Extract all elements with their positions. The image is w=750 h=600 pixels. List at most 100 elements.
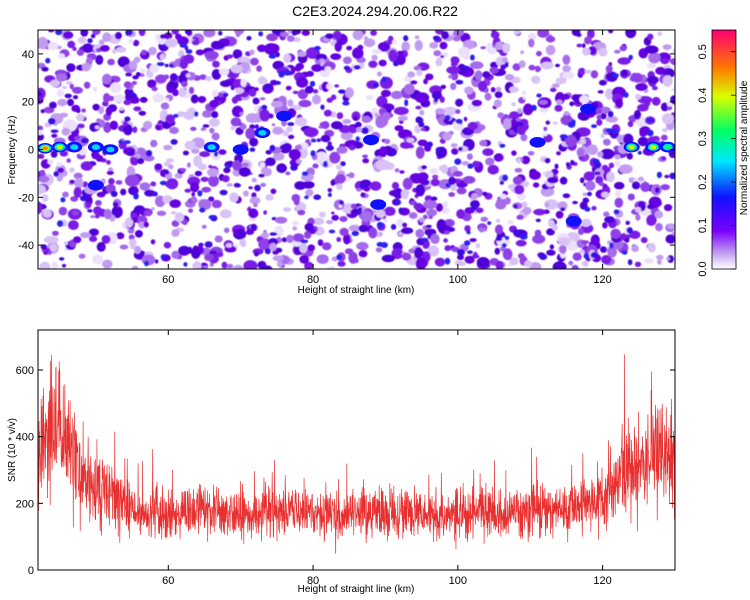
spectrogram-cell [416,69,423,76]
spectrogram-cell [611,128,619,135]
spectrogram-cell [183,54,195,64]
spectrogram-cell [501,243,507,248]
spectrogram-cell [283,69,291,76]
spectrogram-cell [222,175,230,183]
spectrogram-cell [356,188,362,192]
spectrogram-cell [451,148,459,155]
spectrogram-cell [528,38,535,48]
spectrogram-cell [168,164,174,170]
spectrogram-cell [223,167,231,174]
spectrogram-cell [225,164,231,169]
spectrogram-cell [344,87,354,99]
spectrogram-cell [293,37,301,43]
spectrogram-x-tick-label: 60 [162,274,174,286]
spectrogram-cell [363,36,368,41]
spectrogram-cell [471,254,480,259]
spectrogram-peak [56,145,63,150]
spectrogram-cell [467,250,473,254]
spectrogram-cell [225,243,233,248]
spectrogram-cell [171,250,180,259]
spectrogram-cell [518,122,524,127]
spectrogram-cell [591,124,597,128]
spectrogram-cell [552,224,558,231]
spectrogram-cell [369,181,382,191]
spectrogram-cell [191,192,196,197]
spectrogram-cell [619,45,627,52]
spectrogram-cell [288,149,302,160]
spectrogram-cell [455,79,464,85]
spectrogram-cell [404,99,409,107]
spectrogram-cell [504,73,515,81]
spectrogram-cell [333,30,342,40]
spectrogram-cell [362,158,370,164]
spectrogram-cell [143,221,149,228]
spectrogram-cell [432,174,439,180]
spectrogram-cell [40,109,45,114]
spectrogram-cell [560,207,566,212]
spectrogram-cell [415,146,425,159]
colorbar-tick-label: 0.3 [697,131,709,146]
spectrogram-cell [38,175,50,183]
spectrogram-cell [464,240,471,246]
spectrogram-cell [154,259,159,264]
spectrogram-cell [606,171,615,183]
spectrogram-cell [426,208,438,217]
spectrogram-cell [480,216,489,222]
spectrogram-cell [131,265,139,269]
spectrogram-cell [336,112,344,120]
spectrogram-cell [376,221,384,228]
spectrogram-cell [535,218,541,223]
spectrogram-cell [276,163,287,174]
spectrogram-cell [62,191,69,198]
spectrogram-cell [143,120,153,130]
spectrogram-cell [143,155,155,162]
spectrogram-cell [175,33,182,41]
colorbar-ticks: 0.0 0.1 0.2 0.3 0.4 0.5 [697,44,736,277]
spectrogram-cell [159,34,167,39]
spectrogram-cell [646,214,657,226]
spectrogram-cell [342,119,352,124]
spectrogram-cell [624,237,630,243]
spectrogram-cell [598,79,607,86]
spectrogram-cell [76,113,85,122]
spectrogram-cell [348,144,356,151]
spectrogram-cell [191,148,200,154]
spectrogram-cell [497,112,504,119]
spectrogram-cell [670,58,675,66]
spectrogram-cell [91,33,96,39]
spectrogram-cell [270,188,277,195]
spectrogram-cell [514,184,525,195]
spectrogram-cell [156,62,165,67]
spectrogram-cell [635,93,642,100]
spectrogram-cell [114,32,122,40]
spectrogram-cell [605,116,619,123]
spectrogram-cell [99,45,110,52]
spectrogram-cell [187,162,191,168]
spectrogram-cell [494,41,505,50]
spectrogram-cell [191,247,201,259]
spectrogram-cell [477,80,488,92]
spectrogram-cell [662,127,668,133]
spectrogram-cell [226,183,233,187]
spectrogram-peak [258,130,267,136]
spectrogram-cell [269,242,277,252]
spectrogram-cell [482,71,491,79]
spectrogram-cell [655,223,663,232]
spectrogram-cell [285,85,292,91]
spectrogram-cell [174,212,185,223]
spectrogram-cell [502,42,511,54]
spectrogram-cell [63,241,69,245]
spectrogram-cell [607,110,614,118]
spectrogram-cell [595,175,604,184]
spectrogram-cell [286,35,295,42]
spectrogram-cell [323,109,332,117]
spectrogram-cell [125,217,134,228]
spectrogram-cell [524,260,533,268]
spectrogram-cell [443,106,458,116]
spectrogram-cell [358,257,364,261]
spectrogram-cell [515,239,527,247]
spectrogram-cell [415,257,427,269]
spectrogram-cell [226,54,234,59]
spectrogram-cell [73,236,82,244]
spectrogram-cell [528,64,536,71]
